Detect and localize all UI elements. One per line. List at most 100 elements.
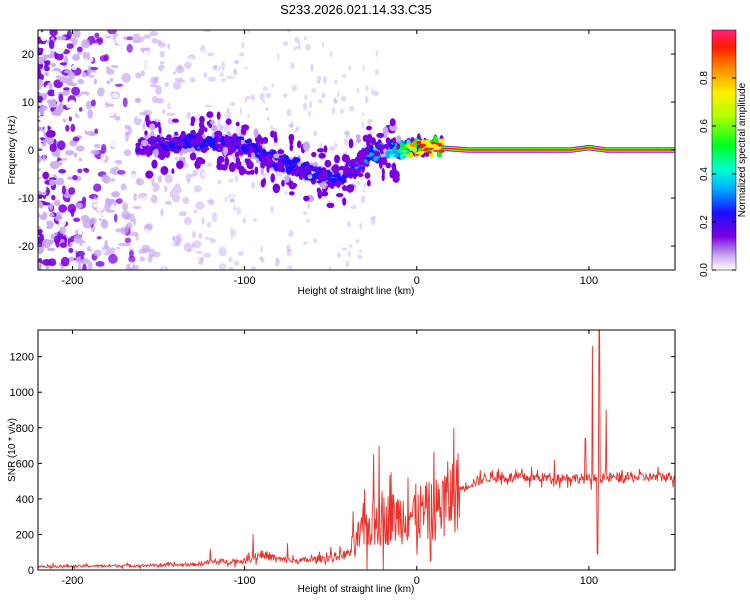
noise-blob bbox=[178, 80, 186, 83]
snr-xtick-label: -200 bbox=[61, 575, 83, 587]
noise-blob bbox=[115, 198, 123, 205]
ridge-cell bbox=[150, 140, 155, 143]
ridge-cell bbox=[399, 147, 405, 150]
noise-blob bbox=[120, 221, 127, 228]
noise-blob bbox=[319, 142, 323, 150]
noise-blob bbox=[98, 190, 104, 201]
ridge-cell bbox=[248, 145, 254, 153]
noise-blob bbox=[50, 70, 61, 77]
ridge-cell bbox=[288, 191, 295, 196]
noise-blob bbox=[215, 192, 225, 198]
noise-blob bbox=[104, 197, 111, 204]
noise-blob bbox=[309, 101, 313, 109]
noise-blob bbox=[303, 241, 308, 245]
noise-blob bbox=[89, 240, 96, 251]
noise-blob bbox=[277, 52, 280, 61]
ridge-cell bbox=[190, 129, 196, 135]
noise-blob bbox=[80, 214, 90, 223]
noise-blob bbox=[108, 162, 118, 167]
noise-blob bbox=[238, 88, 247, 97]
noise-blob bbox=[260, 246, 263, 253]
noise-blob bbox=[329, 50, 333, 58]
noise-blob bbox=[232, 36, 236, 45]
noise-blob bbox=[125, 132, 129, 142]
noise-blob bbox=[329, 145, 336, 152]
noise-blob bbox=[198, 232, 203, 240]
noise-blob bbox=[86, 130, 95, 136]
ridge-cell bbox=[367, 179, 371, 187]
noise-blob bbox=[226, 184, 232, 188]
ridge-cell bbox=[160, 166, 169, 175]
noise-blob bbox=[93, 249, 102, 257]
noise-blob bbox=[38, 262, 42, 269]
noise-blob bbox=[316, 80, 320, 85]
snr-xtick-label: 0 bbox=[414, 575, 420, 587]
noise-blob bbox=[73, 217, 81, 222]
ridge-cell bbox=[304, 170, 310, 173]
noise-blob bbox=[221, 78, 227, 83]
ridge-cell bbox=[210, 120, 216, 125]
ridge-cell bbox=[161, 148, 167, 159]
noise-blob bbox=[206, 216, 211, 227]
noise-blob bbox=[186, 173, 192, 182]
noise-blob bbox=[341, 247, 347, 251]
noise-blob bbox=[230, 231, 234, 240]
noise-blob bbox=[262, 100, 266, 104]
noise-blob bbox=[97, 96, 103, 101]
ridge-cell bbox=[289, 143, 294, 152]
ridge-cell bbox=[299, 170, 306, 178]
ridge-cell bbox=[389, 118, 396, 127]
noise-blob bbox=[328, 266, 332, 270]
noise-blob bbox=[313, 238, 318, 244]
noise-blob bbox=[82, 59, 89, 68]
noise-blob bbox=[210, 44, 221, 53]
noise-blob bbox=[106, 80, 111, 85]
noise-blob bbox=[38, 194, 44, 198]
noise-blob bbox=[160, 208, 164, 217]
noise-blob bbox=[233, 41, 241, 50]
ridge-cell bbox=[373, 151, 381, 157]
noise-blob bbox=[58, 218, 66, 227]
noise-blob bbox=[341, 74, 347, 78]
noise-blob bbox=[99, 47, 103, 52]
ridge-cell bbox=[258, 152, 263, 157]
snr-background bbox=[38, 330, 675, 570]
noise-blob bbox=[214, 244, 221, 253]
noise-blob bbox=[97, 87, 105, 97]
ridge-cell bbox=[223, 134, 230, 145]
noise-blob bbox=[172, 71, 177, 75]
ridge-cell bbox=[324, 159, 332, 168]
noise-blob bbox=[250, 181, 256, 189]
noise-blob bbox=[175, 33, 181, 38]
noise-blob bbox=[103, 90, 113, 100]
ridge-cell bbox=[265, 159, 273, 166]
noise-blob bbox=[38, 88, 47, 94]
noise-blob bbox=[219, 199, 224, 203]
noise-blob bbox=[38, 111, 41, 117]
noise-blob bbox=[216, 74, 220, 80]
noise-blob bbox=[362, 112, 365, 117]
ridge-cell bbox=[184, 138, 191, 141]
noise-blob bbox=[233, 59, 240, 65]
ridge-cell bbox=[281, 158, 288, 161]
noise-blob bbox=[75, 145, 85, 152]
snr-ylabel: SNR (10 * v/v) bbox=[7, 418, 18, 482]
noise-blob bbox=[80, 258, 90, 265]
noise-blob bbox=[95, 261, 105, 267]
ridge-cell bbox=[424, 147, 431, 150]
noise-blob bbox=[242, 217, 247, 224]
ridge-cell bbox=[235, 159, 242, 170]
noise-blob bbox=[227, 40, 235, 44]
noise-blob bbox=[59, 162, 63, 166]
ridge-cell bbox=[331, 174, 338, 178]
noise-blob bbox=[80, 141, 87, 147]
noise-blob bbox=[184, 61, 192, 69]
noise-blob bbox=[61, 185, 66, 195]
noise-blob bbox=[150, 76, 158, 84]
noise-blob bbox=[238, 52, 245, 57]
noise-blob bbox=[197, 76, 201, 87]
noise-blob bbox=[101, 143, 107, 154]
noise-blob bbox=[215, 202, 219, 208]
